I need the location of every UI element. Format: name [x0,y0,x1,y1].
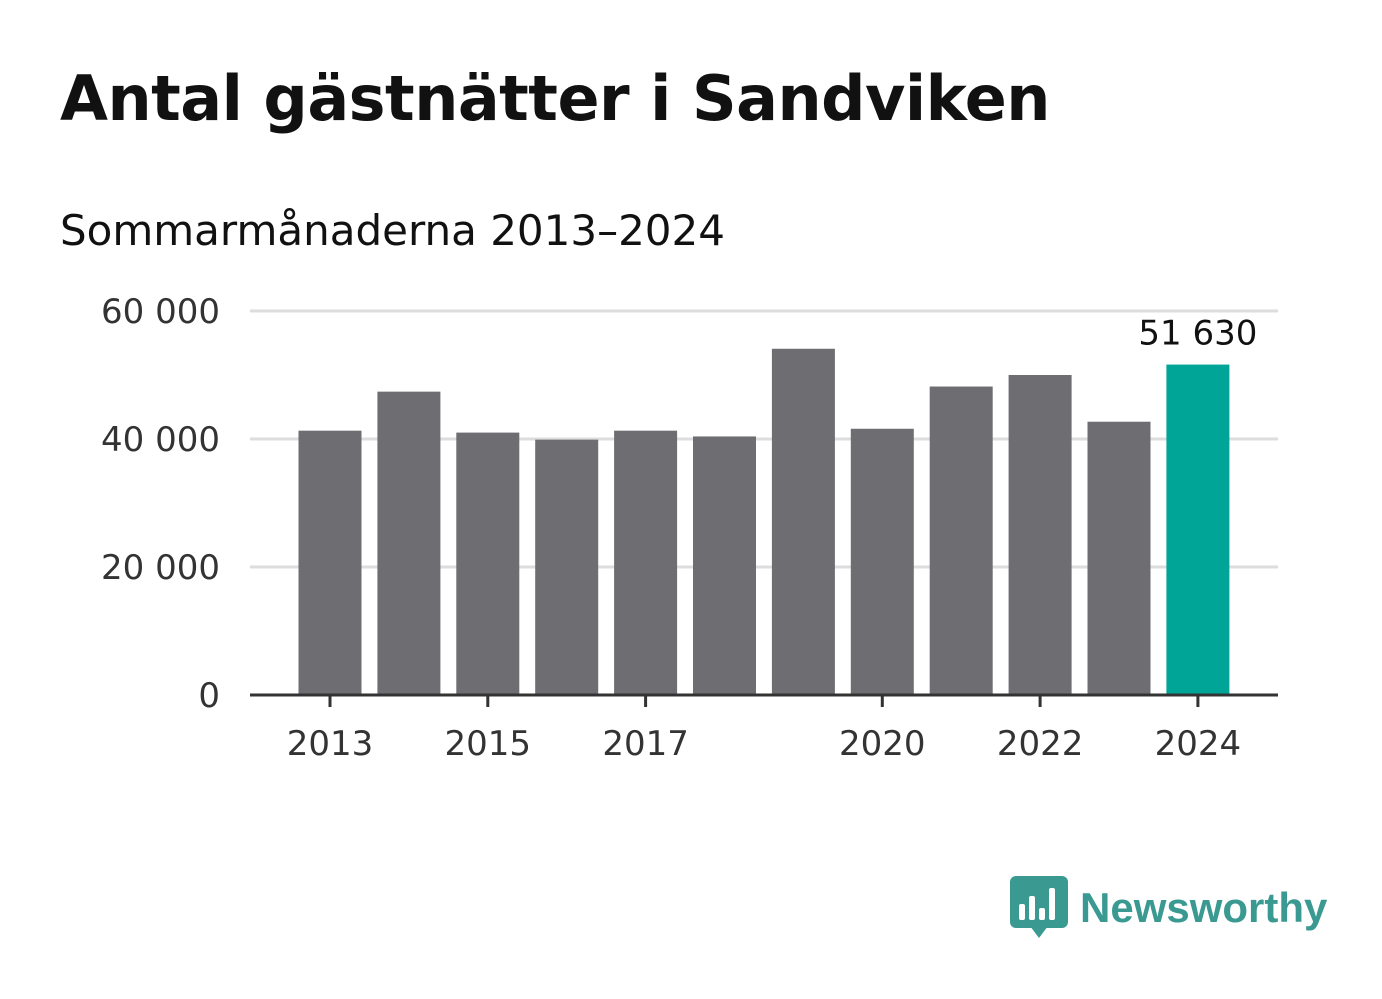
x-tick-label: 2024 [1155,724,1242,764]
y-tick-label: 0 [198,676,220,716]
data-labels: 51 630 [1138,314,1257,354]
x-tick-label: 2017 [602,724,689,764]
bar-2024 [1166,364,1230,695]
x-tick-label: 2013 [287,724,374,764]
bar-2013 [298,430,362,695]
brand-name: Newsworthy [1080,884,1328,931]
bar-2014 [377,391,441,695]
x-tick-label: 2015 [445,724,532,764]
bar-2017 [614,430,678,695]
bar-2016 [535,439,599,695]
bar-2018 [693,436,756,695]
chart-title: Antal gästnätter i Sandviken [60,62,1050,135]
bar-2019 [771,348,835,695]
x-axis: 2013 2015 2017 2020 2022 2024 [250,693,1278,764]
bar-2021 [929,386,993,695]
y-axis-tick-labels: 0 20 000 40 000 60 000 [101,292,220,716]
y-tick-label: 40 000 [101,420,220,460]
bar-2023 [1087,421,1151,695]
bars [298,348,1230,695]
bar-2015 [456,432,520,695]
newsworthy-logo: Newsworthy [1010,876,1327,940]
chart-subtitle: Sommarmånaderna 2013–2024 [60,206,725,255]
data-label: 51 630 [1138,314,1257,354]
bar-2020 [850,428,914,695]
y-tick-label: 60 000 [101,292,220,332]
y-tick-label: 20 000 [101,548,220,588]
x-tick-label: 2022 [997,724,1084,764]
bar-2022 [1008,375,1072,695]
bar-chart-speech-bubble-icon [1010,876,1068,938]
x-tick-label: 2020 [839,724,926,764]
